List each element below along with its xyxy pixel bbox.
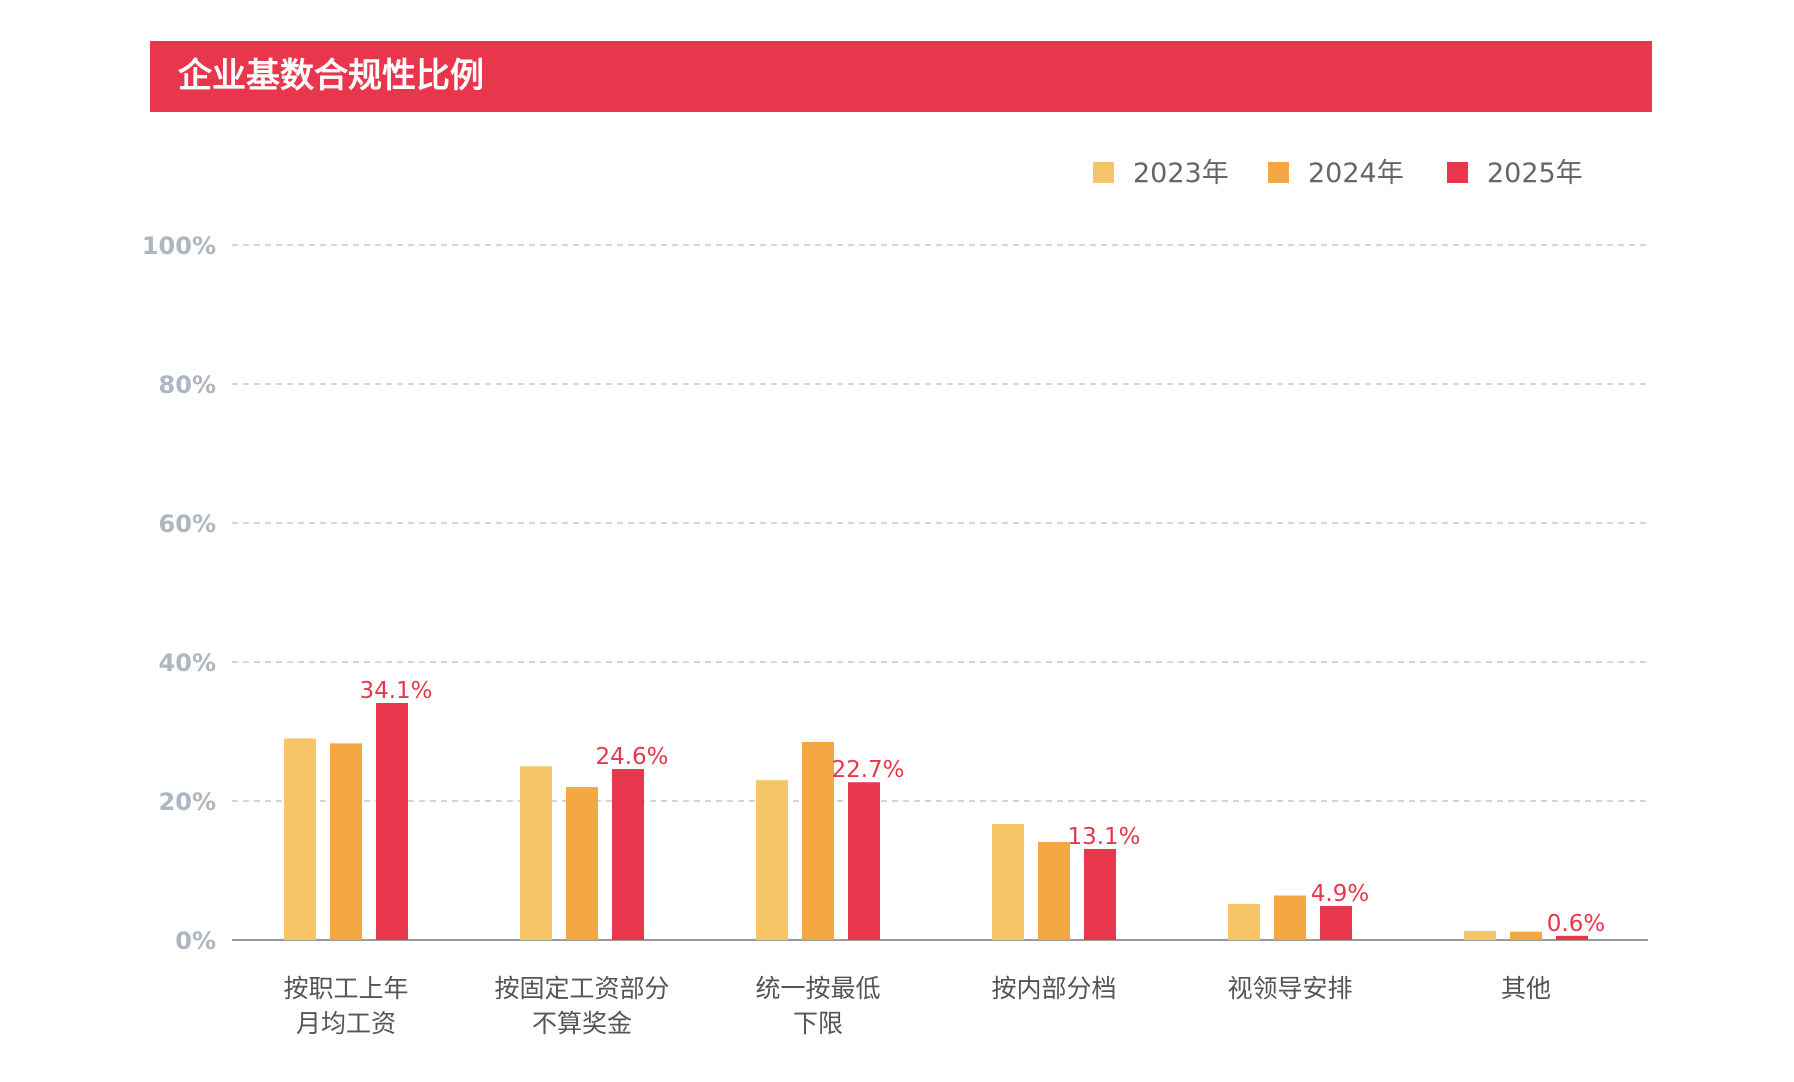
bar — [376, 703, 408, 940]
bar — [330, 743, 362, 940]
legend-swatch — [1268, 162, 1289, 183]
bar — [1320, 905, 1352, 940]
legend-swatch — [1093, 162, 1114, 183]
bar — [1556, 935, 1588, 940]
legend-label: 2025年 — [1487, 158, 1583, 189]
category-label: 统一按最低 — [755, 974, 880, 1003]
bar — [566, 787, 598, 940]
data-label: 22.7% — [831, 757, 904, 783]
legend-label: 2023年 — [1133, 158, 1229, 189]
bar — [520, 766, 552, 940]
category-label: 下限 — [793, 1009, 843, 1038]
data-labels: 34.1% 24.6% 22.7% 13.1% 4.9% 0.6% — [359, 678, 1605, 937]
y-tick-label: 100% — [142, 232, 216, 260]
category-label: 其他 — [1501, 974, 1551, 1003]
data-label: 0.6% — [1547, 911, 1605, 937]
bar — [1084, 848, 1116, 940]
bars — [284, 703, 1588, 940]
bar — [1038, 842, 1070, 940]
data-label: 4.9% — [1311, 881, 1369, 907]
legend-swatch — [1447, 162, 1468, 183]
bar — [756, 780, 788, 940]
bar — [1464, 930, 1496, 940]
y-tick-label: 60% — [159, 510, 216, 538]
bar — [992, 823, 1024, 940]
data-label: 24.6% — [595, 744, 668, 770]
y-tick-label: 20% — [159, 788, 216, 816]
bar — [612, 769, 644, 940]
y-tick-label: 0% — [175, 927, 216, 955]
gridlines — [232, 244, 1648, 941]
category-label: 视领导安排 — [1227, 974, 1352, 1003]
y-tick-label: 40% — [159, 649, 216, 677]
chart-title-bar: 企业基数合规性比例 — [150, 41, 1652, 112]
chart-title: 企业基数合规性比例 — [178, 56, 484, 96]
y-tick-label: 80% — [159, 371, 216, 399]
bar — [848, 782, 880, 940]
legend: 2023年 2024年 2025年 — [1093, 158, 1583, 189]
y-axis-ticks: 0% 20% 40% 60% 80% 100% — [142, 232, 216, 955]
bar — [1510, 931, 1542, 940]
category-label: 按职工上年 — [283, 974, 408, 1003]
category-label: 按固定工资部分 — [494, 974, 669, 1003]
category-label: 按内部分档 — [991, 974, 1116, 1003]
category-label: 月均工资 — [296, 1009, 396, 1038]
bar — [284, 738, 316, 940]
data-label: 34.1% — [359, 678, 432, 704]
bar — [1228, 903, 1260, 940]
bar — [1274, 895, 1306, 940]
data-label: 13.1% — [1067, 824, 1140, 850]
legend-label: 2024年 — [1308, 158, 1404, 189]
category-label: 不算奖金 — [532, 1009, 632, 1038]
bar — [802, 741, 834, 940]
